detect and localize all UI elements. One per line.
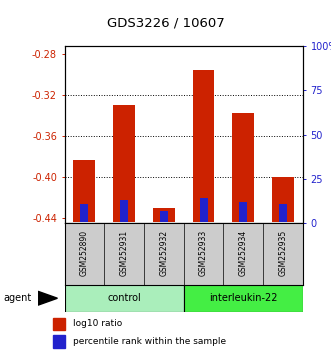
Text: GSM252933: GSM252933 (199, 230, 208, 276)
Text: agent: agent (3, 293, 31, 303)
Text: control: control (107, 293, 141, 303)
Bar (193, 69, 214, 222)
Text: GSM252931: GSM252931 (119, 230, 129, 276)
Bar (279, 204, 287, 222)
Text: GSM252890: GSM252890 (80, 230, 89, 276)
Bar (73, 160, 95, 222)
Bar (53, 335, 65, 348)
Text: percentile rank within the sample: percentile rank within the sample (73, 337, 227, 346)
Bar (113, 105, 135, 222)
Text: interleukin-22: interleukin-22 (209, 293, 277, 303)
Bar (80, 204, 88, 222)
Polygon shape (38, 291, 58, 305)
Bar (184, 285, 303, 312)
Text: GDS3226 / 10607: GDS3226 / 10607 (107, 17, 224, 29)
Text: log10 ratio: log10 ratio (73, 319, 123, 329)
Bar (232, 113, 254, 222)
Bar (200, 198, 208, 222)
Bar (239, 202, 247, 222)
Bar (272, 177, 294, 222)
Text: GSM252935: GSM252935 (278, 230, 288, 276)
Bar (120, 200, 128, 222)
Text: GSM252934: GSM252934 (239, 230, 248, 276)
Text: GSM252932: GSM252932 (159, 230, 168, 276)
Bar (53, 318, 65, 330)
Bar (160, 211, 168, 222)
Bar (65, 285, 184, 312)
Bar (153, 208, 175, 222)
